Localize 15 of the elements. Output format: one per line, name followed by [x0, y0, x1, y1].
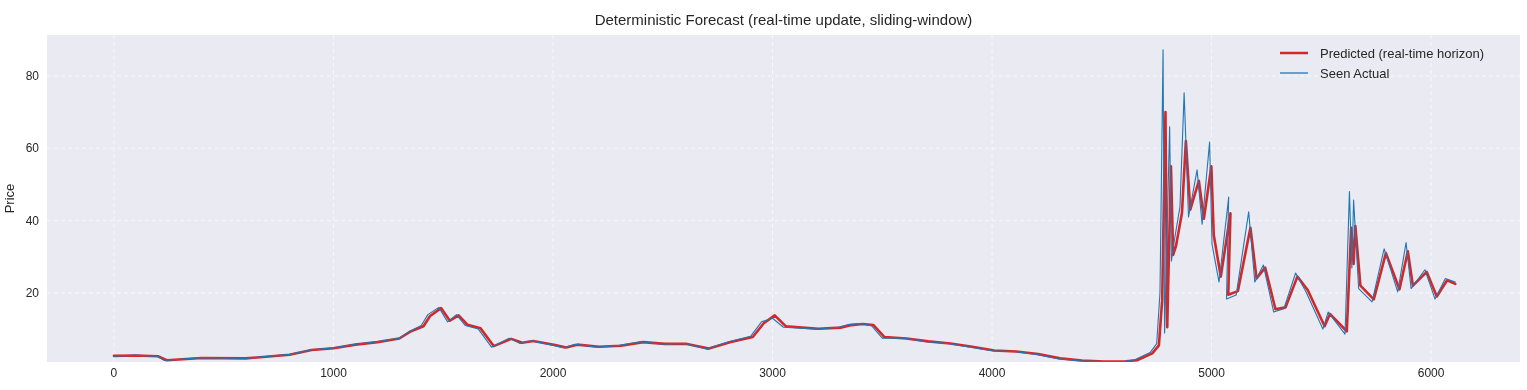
- x-tick-label: 0: [110, 366, 118, 380]
- legend-label: Predicted (real‑time horizon): [1320, 45, 1485, 61]
- legend-label: Seen Actual: [1320, 65, 1390, 81]
- y-tick-label: 80: [25, 69, 40, 84]
- y-tick-label: 60: [25, 141, 40, 156]
- y-axis-title: Price: [2, 183, 17, 214]
- x-tick-label: 5000: [1198, 366, 1226, 380]
- y-tick-label: 40: [25, 213, 40, 228]
- x-tick-label: 2000: [539, 366, 567, 380]
- y-tick-label: 20: [25, 286, 40, 301]
- chart-title: Deterministic Forecast (real‑time update, sliding‑window): [594, 11, 973, 28]
- x-tick-label: 4000: [978, 366, 1006, 380]
- x-tick-label: 3000: [759, 366, 787, 380]
- x-tick-label: 1000: [320, 366, 348, 380]
- x-tick-label: 6000: [1417, 366, 1445, 380]
